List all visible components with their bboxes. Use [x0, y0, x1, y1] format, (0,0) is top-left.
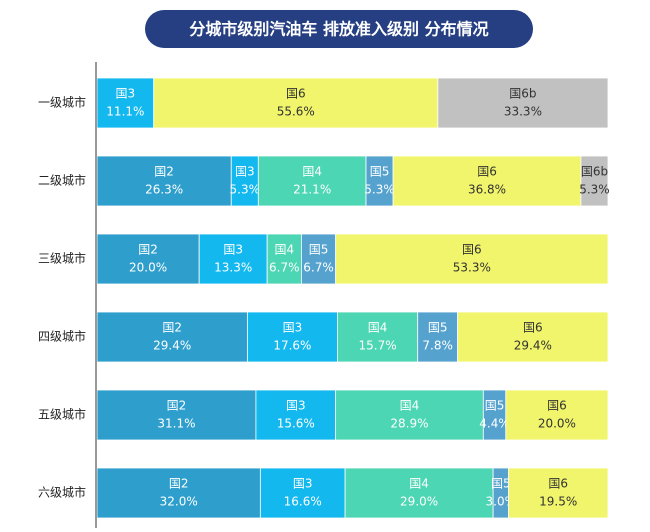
data-label: 5.3% — [230, 183, 261, 197]
bar-segment — [198, 233, 268, 285]
segment-series-label: 国5 — [370, 165, 390, 179]
bar-segment — [96, 389, 257, 441]
segment-series-label: 国5 — [485, 399, 505, 413]
segment-series-label: 国2 — [169, 477, 189, 491]
bar-segment — [337, 311, 419, 363]
data-label: 4.4% — [479, 417, 510, 431]
bar-segment — [580, 155, 609, 207]
data-label: 6.7% — [269, 261, 300, 275]
data-label: 5.3% — [364, 183, 395, 197]
bar-segment — [457, 311, 609, 363]
bar-segment — [417, 311, 459, 363]
segment-series-label: 国2 — [162, 321, 182, 335]
segment-series-label: 国6 — [462, 243, 482, 257]
data-label: 20.0% — [538, 417, 576, 431]
data-label: 11.1% — [106, 105, 144, 119]
bar-segment — [96, 77, 155, 129]
data-label: 6.7% — [303, 261, 334, 275]
data-label: 21.1% — [293, 183, 331, 197]
data-label: 20.0% — [129, 261, 167, 275]
bar-segment — [96, 467, 261, 519]
data-label: 7.8% — [422, 339, 453, 353]
segment-series-label: 国5 — [309, 243, 329, 257]
data-label: 53.3% — [453, 261, 491, 275]
data-label: 55.6% — [277, 105, 315, 119]
segment-series-label: 国6 — [477, 165, 497, 179]
data-label: 33.3% — [504, 105, 542, 119]
segment-series-label: 国6 — [523, 321, 543, 335]
segment-series-label: 国4 — [368, 321, 388, 335]
data-label: 19.5% — [539, 495, 577, 509]
bar-segment — [246, 311, 338, 363]
bar-segment — [96, 233, 200, 285]
data-label: 15.6% — [277, 417, 315, 431]
bar-segment — [505, 389, 609, 441]
segment-series-label: 国6b — [581, 165, 608, 179]
bar-segment — [437, 77, 609, 129]
bar-segment — [300, 233, 337, 285]
data-label: 29.0% — [400, 495, 438, 509]
segment-series-label: 国5 — [428, 321, 448, 335]
title-pill — [145, 10, 533, 48]
segment-series-label: 国3 — [293, 477, 313, 491]
bar-segment — [482, 389, 507, 441]
data-label: 13.3% — [214, 261, 252, 275]
data-label: 29.4% — [514, 339, 552, 353]
bar-segment — [492, 467, 509, 519]
data-label: 28.9% — [390, 417, 428, 431]
segment-series-label: 国4 — [302, 165, 322, 179]
y-tick-label: 四级城市 — [38, 329, 86, 344]
segment-series-label: 国4 — [409, 477, 429, 491]
segment-series-label: 国6 — [286, 87, 306, 101]
bar-segment — [335, 233, 609, 285]
segment-series-label: 国2 — [138, 243, 158, 257]
segment-series-label: 国2 — [167, 399, 187, 413]
bar-segment — [508, 467, 609, 519]
data-label: 32.0% — [160, 495, 198, 509]
bar-segment — [259, 467, 346, 519]
bar-segment — [335, 389, 484, 441]
y-tick-label: 三级城市 — [38, 251, 86, 266]
y-tick-label: 六级城市 — [38, 485, 86, 500]
segment-series-label: 国6 — [548, 477, 568, 491]
data-label: 36.8% — [468, 183, 506, 197]
y-tick-label: 五级城市 — [38, 407, 86, 422]
bar-segment — [257, 155, 367, 207]
segment-series-label: 国3 — [223, 243, 243, 257]
bar-segment — [153, 77, 439, 129]
data-label: 15.7% — [359, 339, 397, 353]
bar-segment — [96, 311, 248, 363]
segment-series-label: 国4 — [274, 243, 294, 257]
bar-segment — [96, 155, 232, 207]
y-tick-label: 一级城市 — [38, 95, 86, 110]
bar-segment — [266, 233, 302, 285]
data-label: 16.6% — [284, 495, 322, 509]
data-label: 26.3% — [145, 183, 183, 197]
data-label: 5.3% — [579, 183, 610, 197]
segment-series-label: 国6 — [547, 399, 567, 413]
segment-series-label: 国2 — [154, 165, 174, 179]
bar-segment — [255, 389, 337, 441]
segment-series-label: 国5 — [491, 477, 511, 491]
segment-series-label: 国3 — [116, 87, 136, 101]
data-label: 17.6% — [273, 339, 311, 353]
bar-segment — [392, 155, 582, 207]
bar-segment — [344, 467, 494, 519]
data-label: 31.1% — [157, 417, 195, 431]
data-label: 29.4% — [153, 339, 191, 353]
segment-series-label: 国6b — [509, 87, 536, 101]
segment-series-label: 国4 — [400, 399, 420, 413]
bar-segment — [365, 155, 394, 207]
segment-series-label: 国3 — [235, 165, 255, 179]
y-tick-label: 二级城市 — [38, 173, 86, 188]
bar-segment — [230, 155, 259, 207]
chart-title: 分城市级别汽油车 排放准入级别 分布情况 — [189, 20, 488, 39]
segment-series-label: 国3 — [283, 321, 303, 335]
segment-series-label: 国3 — [286, 399, 306, 413]
